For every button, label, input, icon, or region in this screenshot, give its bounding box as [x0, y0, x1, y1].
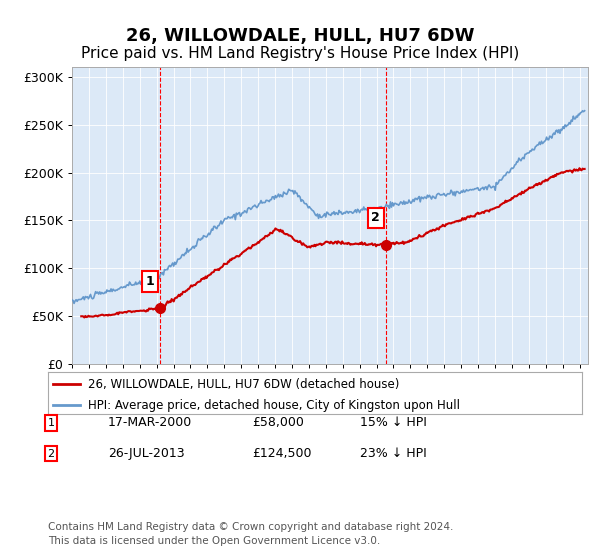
Text: 26, WILLOWDALE, HULL, HU7 6DW (detached house): 26, WILLOWDALE, HULL, HU7 6DW (detached …	[88, 377, 400, 391]
Text: 15% ↓ HPI: 15% ↓ HPI	[360, 416, 427, 430]
Text: 1: 1	[146, 275, 154, 288]
Text: Contains HM Land Registry data © Crown copyright and database right 2024.
This d: Contains HM Land Registry data © Crown c…	[48, 522, 454, 546]
Text: 2: 2	[47, 449, 55, 459]
Text: Price paid vs. HM Land Registry's House Price Index (HPI): Price paid vs. HM Land Registry's House …	[81, 46, 519, 60]
Text: 2: 2	[371, 212, 380, 225]
Text: 26, WILLOWDALE, HULL, HU7 6DW: 26, WILLOWDALE, HULL, HU7 6DW	[126, 27, 474, 45]
Text: £124,500: £124,500	[252, 447, 311, 460]
Text: HPI: Average price, detached house, City of Kingston upon Hull: HPI: Average price, detached house, City…	[88, 399, 460, 412]
Text: 17-MAR-2000: 17-MAR-2000	[108, 416, 192, 430]
Text: 26-JUL-2013: 26-JUL-2013	[108, 447, 185, 460]
Text: £58,000: £58,000	[252, 416, 304, 430]
Text: 1: 1	[47, 418, 55, 428]
Text: 23% ↓ HPI: 23% ↓ HPI	[360, 447, 427, 460]
